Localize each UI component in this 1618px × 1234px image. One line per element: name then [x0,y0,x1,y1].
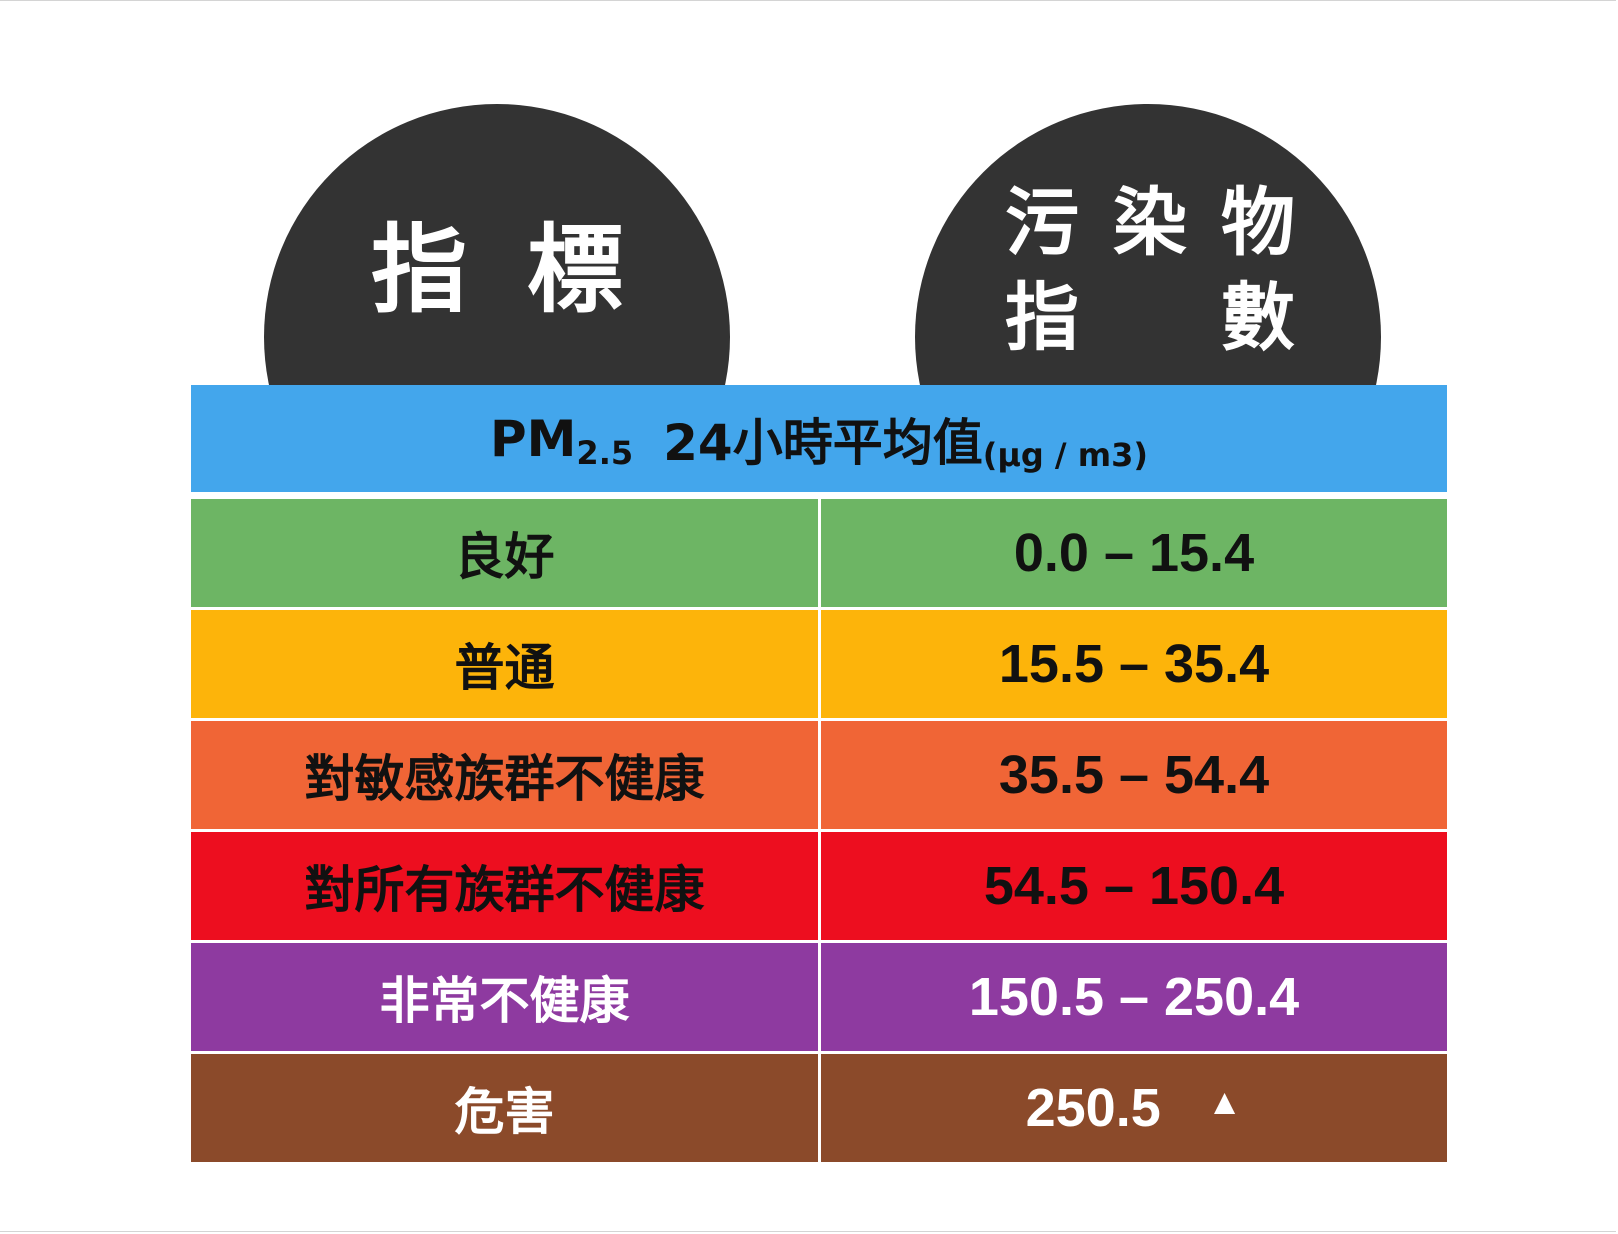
level-range: 35.5 – 54.4 [821,721,1447,829]
level-range: 250.5 ▲ [821,1054,1447,1162]
indicator-heading: 指標 [371,214,683,326]
table-row: 非常不健康 150.5 – 250.4 [191,943,1447,1054]
level-range-text: 35.5 – 54.4 [998,745,1270,805]
header-main: 24小時平均值 [663,413,983,472]
level-label: 良好 [191,499,821,607]
level-label: 危害 [191,1054,821,1162]
level-label: 非常不健康 [191,943,821,1051]
aqi-table: PM 2.5 24小時平均值 (μg / m3) 良好 0.0 – 15.4 普通 15.… [191,385,1447,1162]
up-arrow-icon: ▲ [1206,1081,1243,1122]
header-subscript: 2.5 [576,433,634,472]
level-range: 0.0 – 15.4 [821,499,1447,607]
table-row: 對敏感族群不健康 35.5 – 54.4 [191,721,1447,832]
level-label: 對敏感族群不健康 [191,721,821,829]
header-prefix: PM [490,409,577,468]
pollutant-heading-char: 指 [1005,275,1079,361]
table-body: 良好 0.0 – 15.4 普通 15.5 – 35.4 對敏感族群不健康 35.5 – … [191,499,1447,1162]
pollutant-heading-line2: 指 數 [1005,272,1295,364]
level-range-text: 15.5 – 35.4 [998,634,1270,694]
pollutant-index-dome [913,102,1383,388]
pollutant-heading-line1: 污 染 物 [1005,177,1295,269]
level-range-text: 54.5 – 150.4 [983,856,1285,916]
pollutant-heading-char: 污 [1005,180,1079,266]
indicator-dome [262,102,732,388]
level-range-text: 150.5 – 250.4 [968,967,1300,1027]
table-row: 良好 0.0 – 15.4 [191,499,1447,610]
level-range: 150.5 – 250.4 [821,943,1447,1051]
level-range-text: 250.5 [1025,1078,1161,1138]
level-label: 普通 [191,610,821,718]
pollutant-heading-char: 染 [1113,180,1187,266]
level-range-text: 0.0 – 15.4 [1013,523,1255,583]
level-range: 54.5 – 150.4 [821,832,1447,940]
table-header: PM 2.5 24小時平均值 (μg / m3) [191,385,1447,499]
table-row: 普通 15.5 – 35.4 [191,610,1447,721]
header-unit: (μg / m3) [982,435,1148,474]
level-range: 15.5 – 35.4 [821,610,1447,718]
pollutant-heading-char: 物 [1221,180,1295,266]
level-label: 對所有族群不健康 [191,832,821,940]
pollutant-heading-char: 數 [1221,275,1295,361]
table-row: 對所有族群不健康 54.5 – 150.4 [191,832,1447,943]
table-row: 危害 250.5 ▲ [191,1054,1447,1162]
